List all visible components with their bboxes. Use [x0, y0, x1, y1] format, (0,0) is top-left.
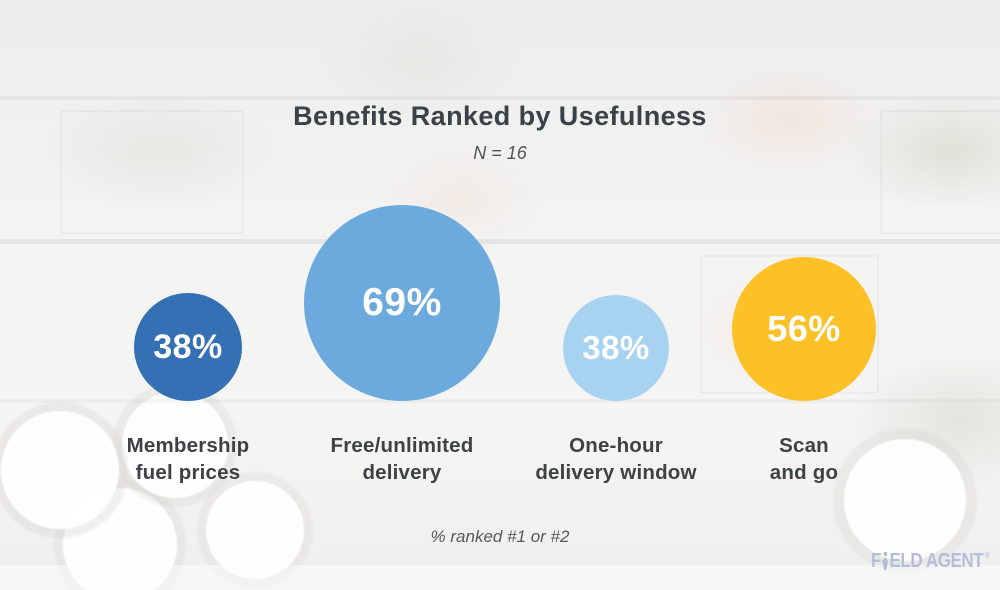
shelf-band — [0, 565, 1000, 590]
category-label-line: Membership — [126, 434, 250, 457]
bubble-value-label: 69% — [362, 281, 442, 324]
chart-footnote: % ranked #1 or #2 — [430, 527, 570, 546]
category-label-line: fuel prices — [135, 460, 241, 484]
logo-text-f: F — [871, 550, 882, 572]
category-label-free-unlimited-delivery: Free/unlimited delivery — [282, 433, 522, 486]
chart-title: Benefits Ranked by Usefulness — [293, 101, 707, 131]
tie-shape — [882, 557, 889, 570]
category-label-line: and go — [769, 460, 839, 484]
shelf-line — [0, 399, 1000, 403]
bubble-value-label: 38% — [153, 327, 223, 366]
category-label-scan-and-go: Scan and go — [684, 433, 924, 486]
bubble-membership-fuel-prices: 38% — [134, 293, 242, 401]
crate-outline — [880, 110, 1000, 234]
category-label-membership-fuel-prices: Membership fuel prices — [68, 433, 308, 486]
shelf-line — [0, 96, 1000, 100]
category-label-line: One-hour — [569, 434, 663, 457]
tie-knot-dot — [883, 552, 887, 556]
logo-text-eld-agent: ELD AGENT — [889, 550, 984, 572]
bubble-value-label: 56% — [767, 308, 841, 349]
sample-size-label: N = 16 — [473, 143, 527, 163]
bubble-value-label: 38% — [582, 329, 650, 366]
category-label-line: Free/unlimited — [330, 434, 474, 457]
agent-tie-icon — [882, 552, 889, 570]
category-label-line: Scan — [779, 434, 829, 457]
category-label-line: delivery — [362, 460, 442, 484]
category-label-one-hour-delivery-window: One-hour delivery window — [496, 433, 736, 486]
bubble-one-hour-delivery-window: 38% — [563, 295, 669, 401]
shelf-line — [0, 239, 1000, 244]
registered-trademark-symbol: ® — [984, 551, 990, 560]
category-label-line: delivery window — [535, 460, 697, 484]
bubble-free-unlimited-delivery: 69% — [304, 205, 500, 401]
bubble-scan-and-go: 56% — [732, 257, 876, 401]
crate-outline — [60, 110, 244, 234]
field-agent-logo: F ELD AGENT ® — [871, 550, 990, 573]
